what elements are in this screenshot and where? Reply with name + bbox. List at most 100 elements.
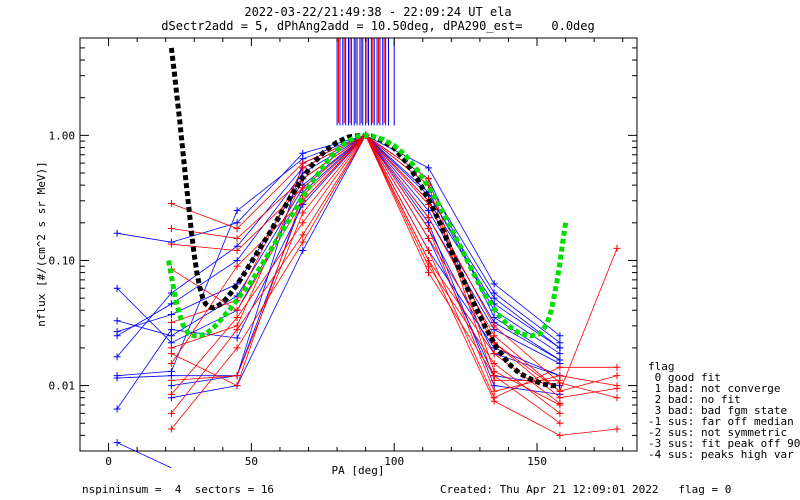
y-tick-label: 0.01 (49, 380, 76, 393)
series-red-point (556, 376, 564, 384)
series-blue-point (299, 247, 307, 255)
series-red-point (424, 256, 432, 264)
series-red-point (490, 322, 498, 330)
series-red-point (167, 376, 175, 384)
series-red-point (233, 344, 241, 352)
legend-entry: -3 sus: fit peak off 90 (648, 437, 800, 450)
series-red-point (490, 397, 498, 405)
legend-entry: 0 good fit (648, 371, 721, 384)
series-blue-point (113, 284, 121, 292)
series-red-line (171, 134, 618, 399)
series-blue-line (116, 134, 561, 361)
chart-title: 2022-03-22/21:49:38 - 22:09:24 UT ela (244, 5, 511, 19)
series-red-point (556, 387, 564, 395)
series-red-point (613, 363, 621, 371)
fit-black-curve (168, 47, 560, 389)
series-red-line (171, 134, 617, 399)
series-blue-point (113, 372, 121, 380)
series-red-point (167, 425, 175, 433)
series-red-point (167, 240, 175, 248)
series-blue-point (556, 356, 564, 364)
series-red-point (556, 401, 564, 409)
legend-entry: 1 bad: not converge (648, 382, 780, 395)
series-red-point (613, 425, 621, 433)
series-blue-point (424, 207, 432, 215)
y-tick-label: 1.00 (49, 129, 76, 142)
series-red-point (167, 318, 175, 326)
series-red-point (556, 419, 564, 427)
series-red-line (171, 134, 618, 392)
series-red-point (424, 175, 432, 183)
x-tick-label: 50 (245, 455, 258, 468)
series-red-point (490, 376, 498, 384)
x-tick-label: 150 (527, 455, 547, 468)
series-red-point (556, 409, 564, 417)
series-red-line (171, 134, 618, 399)
series-blue-point (299, 149, 307, 157)
x-tick-label: 0 (105, 455, 112, 468)
series-red-point (424, 225, 432, 233)
series-red-point (167, 344, 175, 352)
series-blue-point (556, 339, 564, 347)
series-blue-point (113, 439, 121, 447)
x-axis-label: PA [deg] (332, 464, 385, 477)
series-red-point (233, 382, 241, 390)
series-red-point (299, 231, 307, 239)
legend-entry: -1 sus: far off median (648, 415, 794, 428)
series-blue-point (233, 334, 241, 342)
series-blue-point (424, 164, 432, 172)
series-red-point (490, 350, 498, 358)
series-blue-point (167, 367, 175, 375)
series-red-point (167, 225, 175, 233)
footer-left: nspininsum = 4 sectors = 16 (82, 483, 274, 496)
series-red-point (299, 184, 307, 192)
series-red-point (556, 431, 564, 439)
series-red-point (613, 394, 621, 402)
series-red-point (613, 382, 621, 390)
series-red-point (167, 390, 175, 398)
series-red-point (424, 214, 432, 222)
legend-entry: 3 bad: bad fgm state (648, 404, 787, 417)
series-red-point (233, 306, 241, 314)
series-red-point (167, 360, 175, 368)
series-red-point (490, 387, 498, 395)
series-blue-point (113, 229, 121, 237)
series-red-point (299, 238, 307, 246)
legend-entry: -2 sus: not symmetric (648, 426, 787, 439)
series-red-line (171, 134, 618, 392)
series-blue-point (113, 353, 121, 361)
series-red-point (167, 200, 175, 208)
series-red-point (167, 409, 175, 417)
series-red-point (233, 225, 241, 233)
legend: flag 0 good fit 1 bad: not converge 2 ba… (648, 360, 800, 461)
legend-entry: -4 sus: peaks high var (648, 448, 794, 461)
series-blue-point (167, 300, 175, 308)
fit-layer (166, 47, 569, 389)
axis-layer: 0 50 100 150 0.01 0.10 1.00 (49, 37, 637, 468)
series-red-point (233, 234, 241, 242)
y-axis-label: nflux [#/(cm^2 s sr MeV)] (35, 161, 48, 327)
series-red-point (424, 247, 432, 255)
series-blue-point (113, 317, 121, 325)
series-red-point (613, 244, 621, 252)
series-blue-point (556, 332, 564, 340)
series-blue-point (167, 326, 175, 334)
series-blue-point (233, 207, 241, 215)
series-blue-point (113, 328, 121, 336)
series-blue-point (113, 405, 121, 413)
series-red-line (171, 134, 618, 392)
legend-title: flag (648, 360, 675, 373)
series-red-point (613, 372, 621, 380)
plot-frame (79, 37, 638, 452)
x-tick-label: 100 (384, 455, 404, 468)
series-red-point (556, 363, 564, 371)
series-red-point (233, 372, 241, 380)
series-red-point (490, 367, 498, 375)
series-blue-point (490, 280, 498, 288)
series-blue-point (167, 332, 175, 340)
series-red-point (233, 262, 241, 270)
series-red-point (424, 269, 432, 277)
series-red-point (299, 159, 307, 167)
